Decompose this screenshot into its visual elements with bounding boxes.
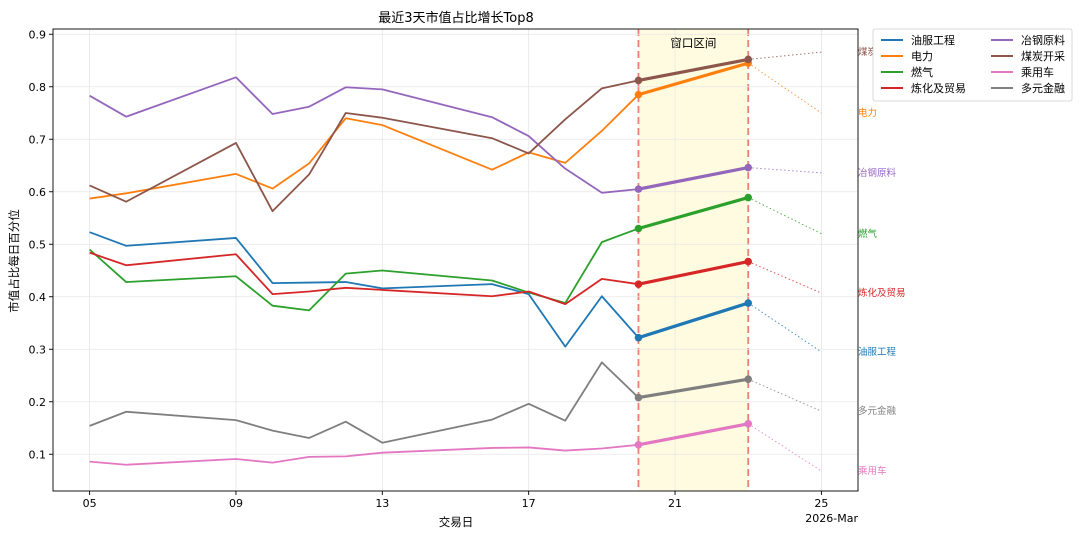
projection-line <box>748 378 822 412</box>
end-label: 冶钢原料 <box>858 167 897 179</box>
y-tick-label: 0.6 <box>29 186 47 199</box>
legend-entry: 煤炭开采 <box>1021 50 1065 63</box>
window-start-point <box>634 441 643 449</box>
x-tick-label: 21 <box>668 497 682 510</box>
series-line <box>89 251 749 306</box>
series-0 <box>89 231 822 353</box>
window-start-point <box>634 333 643 342</box>
projection-line <box>747 423 822 472</box>
chart-title: 最近3天市值占比增长Top8 <box>378 10 533 26</box>
y-tick-label: 0.4 <box>29 291 47 304</box>
x-tick-label: 17 <box>522 497 536 510</box>
series-6 <box>89 420 822 472</box>
y-tick-label: 0.1 <box>29 448 47 461</box>
y-tick-label: 0.7 <box>29 133 47 146</box>
y-axis-label: 市值占比每日百分位 <box>7 209 21 313</box>
window-start-point <box>634 224 643 233</box>
end-label: 燃气 <box>858 228 878 240</box>
series-5 <box>89 51 822 213</box>
legend-box <box>872 28 1073 102</box>
end-label: 乘用车 <box>858 465 887 477</box>
projection-line <box>747 302 822 353</box>
legend-entry: 燃气 <box>911 65 933 79</box>
x-tick-label: 09 <box>229 497 243 510</box>
legend-entry: 炼化及贸易 <box>911 81 966 95</box>
series-3 <box>89 251 822 306</box>
series-line <box>89 231 749 348</box>
window-segment <box>636 301 750 340</box>
legend-entry: 电力 <box>911 50 933 63</box>
projection-line <box>748 261 822 294</box>
series-line <box>89 361 749 444</box>
y-tick-label: 0.9 <box>29 28 47 41</box>
y-tick-label: 0.8 <box>29 81 47 94</box>
window-segment <box>636 166 750 191</box>
x-axis-label: 交易日 <box>439 515 474 529</box>
window-segment <box>636 259 750 286</box>
y-tick-label: 0.3 <box>29 343 47 356</box>
legend-entry: 多元金融 <box>1021 81 1065 95</box>
window-start-point <box>634 90 643 99</box>
x-tick-label: 13 <box>375 497 389 510</box>
legend-entry: 油服工程 <box>911 33 955 47</box>
end-label: 多元金融 <box>858 405 897 417</box>
projection-line <box>747 62 822 114</box>
x-tick-label: 25 <box>814 497 828 510</box>
window-start-point <box>634 185 643 193</box>
window-segment <box>636 61 750 97</box>
window-label: 窗口区间 <box>670 36 716 50</box>
window-start-point <box>634 393 643 402</box>
window-layer: 窗口区间 <box>637 29 750 491</box>
window-start-point <box>634 76 643 85</box>
grid-layer <box>53 29 858 491</box>
legend-entry: 冶钢原料 <box>1021 33 1065 47</box>
window-band <box>638 29 749 491</box>
plot-frame <box>52 28 859 492</box>
projection-line <box>748 51 822 60</box>
series-line <box>89 58 749 213</box>
window-segment <box>636 422 750 447</box>
window-segment <box>636 377 750 400</box>
x-tick-label: 05 <box>83 497 97 510</box>
window-segment <box>636 195 750 231</box>
series-4 <box>89 76 822 194</box>
axes-layer: 05 09 13 17 21 25 0.1 0.2 0.3 0.4 0.5 0.6 0.7 0.8 0.9 <box>29 28 859 510</box>
legend-entry: 乘用车 <box>1021 65 1054 79</box>
end-label: 油服工程 <box>858 346 897 358</box>
series-line <box>89 76 749 194</box>
end-label: 炼化及贸易 <box>858 287 906 299</box>
y-tick-label: 0.5 <box>29 238 47 251</box>
series-layer <box>88 51 822 472</box>
series-7 <box>89 361 822 444</box>
window-start-point <box>634 280 643 288</box>
series-2 <box>88 193 822 312</box>
series-line <box>89 62 749 200</box>
series-line <box>89 422 749 466</box>
series-line <box>88 196 749 312</box>
end-label: 电力 <box>858 107 877 119</box>
projection-line <box>748 197 822 235</box>
y-tick-label: 0.2 <box>29 396 47 409</box>
x-offset-label: 2026-Mar <box>805 512 858 525</box>
projection-line <box>748 167 822 174</box>
window-segment <box>636 57 750 83</box>
